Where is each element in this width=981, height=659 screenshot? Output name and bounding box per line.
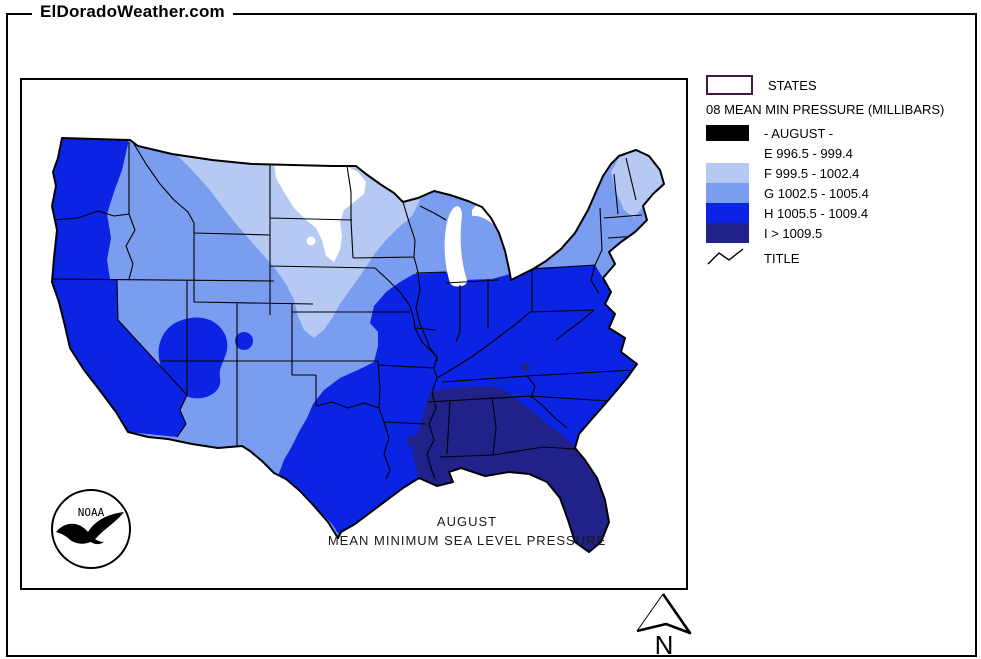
legend-class-h-row[interactable]: H 1005.5 - 1009.4 — [706, 203, 974, 223]
noaa-bird-icon — [56, 512, 124, 545]
us-outline — [51, 137, 665, 553]
region-class-i-dot-keys2 — [597, 553, 601, 557]
north-arrow: N — [636, 593, 692, 658]
us-pressure-map[interactable] — [22, 80, 686, 588]
region-class-i-dot-carolina — [521, 363, 529, 371]
legend-heading: 08 MEAN MIN PRESSURE (MILLIBARS) — [706, 102, 945, 117]
region-class-e-dot — [306, 236, 316, 246]
north-arrow-left-edge — [636, 593, 664, 632]
august-swatch — [706, 125, 749, 141]
region-class-i-dot-louisiana — [407, 435, 419, 447]
site-title: ElDoradoWeather.com — [32, 2, 233, 22]
legend-states-row[interactable]: STATES — [706, 74, 974, 96]
region-class-h-dot-utah — [235, 332, 253, 350]
north-arrow-body — [636, 593, 692, 635]
lake-michigan — [444, 206, 468, 287]
legend-class-f-row[interactable]: F 999.5 - 1002.4 — [706, 163, 974, 183]
class-f-swatch — [706, 163, 749, 183]
legend-title-row[interactable]: TITLE — [706, 247, 974, 270]
class-h-swatch — [706, 203, 749, 223]
state-borders — [52, 142, 643, 480]
map-caption: AUGUST MEAN MINIMUM SEA LEVEL PRESSURE — [227, 512, 707, 550]
august-label: - AUGUST - — [764, 125, 834, 141]
states-label: STATES — [768, 77, 817, 93]
region-class-f-maine — [611, 150, 663, 218]
region-class-h-fourcorners — [158, 317, 228, 399]
legend-title-label: TITLE — [764, 250, 800, 266]
legend-august-row[interactable]: - AUGUST - — [706, 123, 974, 143]
region-class-i-dot-keys1 — [590, 556, 594, 560]
map-box: NOAA AUGUST MEAN MINIMUM SEA LEVEL PRESS… — [20, 78, 688, 590]
class-h-label: H 1005.5 - 1009.4 — [764, 205, 869, 221]
legend-class-i-row[interactable]: I > 1009.5 — [706, 223, 974, 243]
class-i-swatch — [706, 223, 749, 243]
region-class-e — [274, 162, 366, 262]
zigzag-line-icon — [706, 247, 749, 270]
legend-class-e-row[interactable]: E 996.5 - 999.4 — [706, 143, 974, 163]
class-g-label: G 1002.5 - 1005.4 — [764, 185, 869, 201]
noaa-logo-text: NOAA — [78, 506, 105, 519]
class-e-label: E 996.5 - 999.4 — [764, 145, 853, 161]
legend: STATES 08 MEAN MIN PRESSURE (MILLIBARS) … — [706, 74, 974, 268]
class-e-swatch — [706, 143, 749, 163]
class-f-label: F 999.5 - 1002.4 — [764, 165, 860, 181]
map-caption-line2: MEAN MINIMUM SEA LEVEL PRESSURE — [327, 533, 607, 548]
states-swatch — [706, 75, 753, 95]
page-frame — [6, 13, 977, 657]
class-g-swatch — [706, 183, 749, 203]
noaa-logo: NOAA — [51, 489, 131, 569]
north-arrow-label: N — [655, 630, 674, 658]
map-caption-line1: AUGUST — [436, 514, 498, 529]
legend-class-g-row[interactable]: G 1002.5 - 1005.4 — [706, 183, 974, 203]
class-i-label: I > 1009.5 — [764, 225, 823, 241]
